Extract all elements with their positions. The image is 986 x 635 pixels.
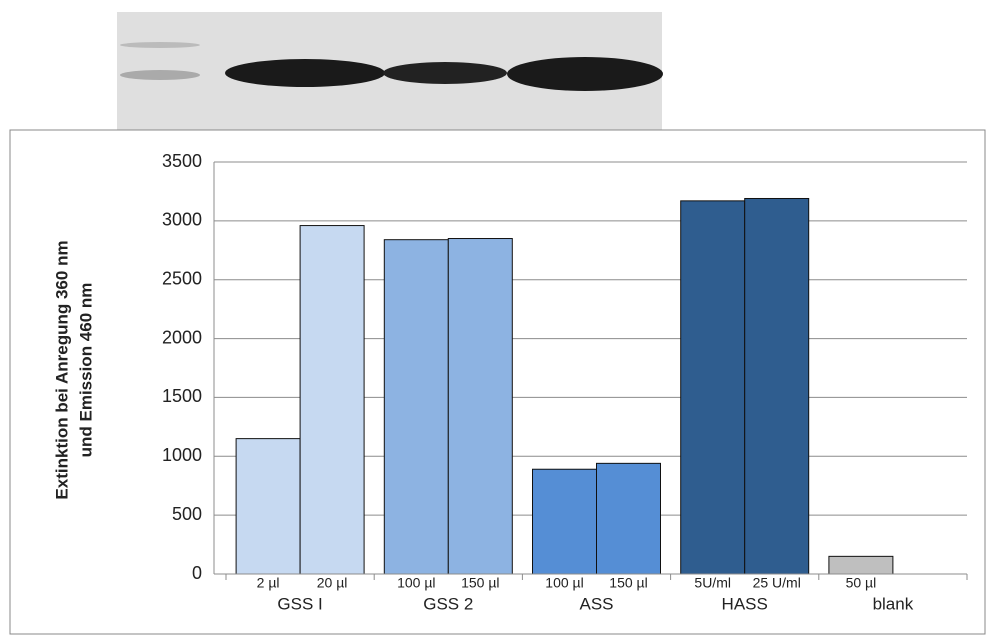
bar xyxy=(681,201,745,574)
x-tick-label: blank xyxy=(873,594,914,613)
bar xyxy=(300,226,364,574)
bar-label: 25 U/ml xyxy=(753,575,801,591)
y-tick-label: 1500 xyxy=(162,386,202,406)
bar-label: 5U/ml xyxy=(694,575,731,591)
x-tick-label: GSS I xyxy=(277,594,322,613)
bar xyxy=(597,463,661,574)
bar-label: 100 µl xyxy=(545,575,583,591)
bar-label: 50 µl xyxy=(846,575,877,591)
y-axis-title: Extinktion bei Anregung 360 nm und Emiss… xyxy=(52,240,95,499)
bar-label: 20 µl xyxy=(317,575,348,591)
bar-label: 100 µl xyxy=(397,575,435,591)
x-tick-label: ASS xyxy=(579,594,613,613)
bar xyxy=(236,439,300,574)
y-tick-label: 3500 xyxy=(162,151,202,171)
bar xyxy=(533,469,597,574)
bar-label: 2 µl xyxy=(257,575,280,591)
bar xyxy=(448,239,512,574)
x-tick-label: HASS xyxy=(722,594,768,613)
bar-label: 150 µl xyxy=(461,575,499,591)
bar xyxy=(745,198,809,574)
y-tick-label: 0 xyxy=(192,563,202,583)
x-tick-label: GSS 2 xyxy=(423,594,473,613)
y-tick-label: 2000 xyxy=(162,327,202,347)
bar-label: 150 µl xyxy=(609,575,647,591)
y-tick-label: 500 xyxy=(172,504,202,524)
bar xyxy=(829,556,893,574)
bar xyxy=(384,240,448,574)
y-tick-label: 1000 xyxy=(162,445,202,465)
y-tick-label: 2500 xyxy=(162,268,202,288)
y-axis-title-line: und Emission 460 nm xyxy=(76,283,95,458)
y-axis-title-line: Extinktion bei Anregung 360 nm xyxy=(52,240,71,499)
chart: Extinktion bei Anregung 360 nm und Emiss… xyxy=(0,0,986,635)
blot-image xyxy=(117,12,663,130)
y-tick-label: 3000 xyxy=(162,210,202,230)
